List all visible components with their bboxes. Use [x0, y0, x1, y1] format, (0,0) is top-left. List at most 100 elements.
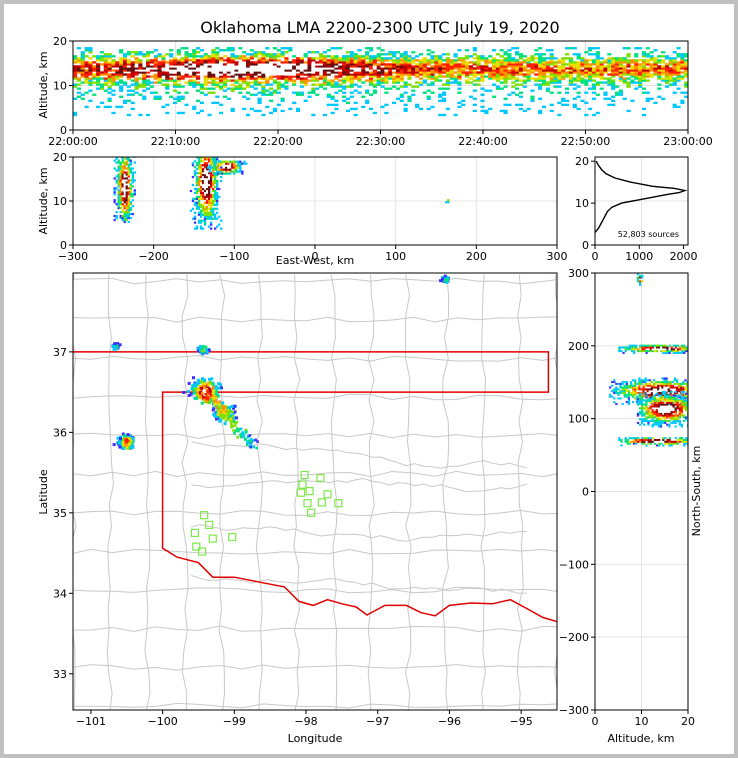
altitude-ns-cell	[637, 438, 640, 441]
time-height-cell	[272, 57, 278, 60]
ew-altitude-cell	[220, 179, 223, 183]
time-height-cell	[472, 75, 477, 78]
altitude-ns-cell	[672, 405, 675, 408]
ew-altitude-cell	[127, 216, 130, 220]
altitude-ns-cell	[667, 384, 670, 387]
time-height-cell	[338, 83, 343, 86]
time-height-cell	[449, 67, 454, 70]
altitude-ns-cell	[676, 416, 679, 419]
time-height-cell	[372, 91, 377, 94]
time-height-cell	[265, 67, 270, 70]
ew-altitude-cell	[191, 162, 195, 165]
time-height-cell	[115, 77, 120, 80]
altitude-ns-cell	[642, 384, 645, 387]
time-height-cell	[380, 61, 385, 64]
time-height-cell	[192, 79, 197, 82]
time-height-cell	[161, 65, 166, 68]
time-height-cell	[249, 75, 254, 78]
ew-altitude-cell	[205, 179, 209, 183]
time-height-cell	[199, 55, 204, 58]
time-height-cell	[499, 87, 504, 90]
time-height-cell	[176, 77, 181, 80]
time-height-cell	[415, 67, 420, 70]
plan-view-cell	[201, 388, 205, 392]
ew-altitude-cell	[201, 187, 205, 191]
time-height-cell	[384, 65, 389, 68]
plan-view-cell	[232, 429, 235, 432]
time-height-cell	[284, 71, 289, 74]
time-height-cell	[676, 61, 681, 64]
plan-view-cell	[203, 382, 207, 386]
time-height-cell	[299, 91, 304, 94]
altitude-ns-cell	[634, 397, 637, 400]
time-height-cell	[245, 69, 251, 72]
time-height-cell	[115, 71, 120, 74]
time-height-cell	[614, 65, 620, 68]
time-height-cell	[180, 63, 185, 66]
time-height-cell	[172, 101, 178, 104]
time-height-cell	[568, 69, 573, 72]
time-height-cell	[561, 75, 566, 78]
time-height-cell	[442, 75, 447, 78]
time-height-cell	[222, 83, 228, 86]
time-height-cell	[311, 71, 316, 74]
time-height-cell	[568, 71, 573, 74]
altitude-ns-cell	[657, 386, 660, 389]
time-height-cell	[388, 75, 393, 78]
time-height-cell	[261, 81, 266, 84]
county-line	[442, 274, 450, 710]
time-height-cell	[649, 97, 654, 100]
altitude-ns-cell	[641, 421, 644, 424]
time-height-cell	[538, 59, 543, 62]
time-height-cell	[434, 67, 439, 70]
time-height-cell	[380, 49, 385, 52]
time-height-cell	[472, 49, 477, 52]
altitude-ns-cell	[675, 390, 679, 393]
time-height-cell	[641, 73, 647, 76]
time-height-cell	[565, 71, 570, 74]
ew-altitude-cell	[201, 176, 205, 179]
time-height-cell	[345, 59, 351, 62]
ew-altitude-cell	[127, 203, 130, 206]
plan-view-cell	[240, 435, 243, 439]
time-height-cell	[207, 77, 212, 80]
plan-view-cell	[192, 376, 195, 380]
plan-view-cell	[122, 434, 126, 438]
time-height-cell	[349, 85, 354, 88]
time-height-cell	[376, 81, 381, 84]
time-height-cell	[169, 65, 174, 68]
time-height-cell	[119, 57, 124, 60]
time-height-cell	[169, 55, 174, 58]
altitude-ns-cell	[675, 386, 679, 389]
time-height-cell	[680, 59, 685, 62]
ew-altitude-cell	[123, 216, 126, 220]
ew-altitude-cell	[127, 197, 130, 200]
time-height-cell	[261, 75, 266, 78]
time-height-cell	[211, 101, 216, 104]
time-height-cell	[76, 83, 81, 86]
altitude-ns-cell	[657, 418, 661, 421]
plan-view-cell	[254, 438, 257, 442]
ew-altitude-cell	[225, 160, 228, 163]
time-height-cell	[361, 69, 366, 72]
altitude-ns-cell	[613, 379, 616, 382]
altitude-ns-cell	[634, 440, 638, 443]
plan-view-cell	[199, 391, 203, 394]
time-height-cell	[653, 59, 658, 62]
time-height-cell	[599, 81, 604, 84]
time-height-cell	[484, 67, 489, 70]
ew-altitude-cell	[203, 195, 207, 199]
time-height-cell	[196, 59, 201, 62]
time-height-cell	[430, 69, 435, 72]
time-height-cell	[196, 75, 201, 78]
altitude-ns-cell	[643, 437, 646, 440]
time-height-cell	[491, 75, 497, 78]
altitude-ns-cell	[643, 346, 646, 349]
time-height-cell	[507, 55, 512, 58]
time-height-cell	[92, 81, 97, 84]
altitude-ns-cell	[634, 442, 638, 445]
altitude-ns-cell	[655, 423, 658, 426]
time-height-cell	[465, 73, 470, 76]
time-height-cell	[415, 85, 420, 88]
